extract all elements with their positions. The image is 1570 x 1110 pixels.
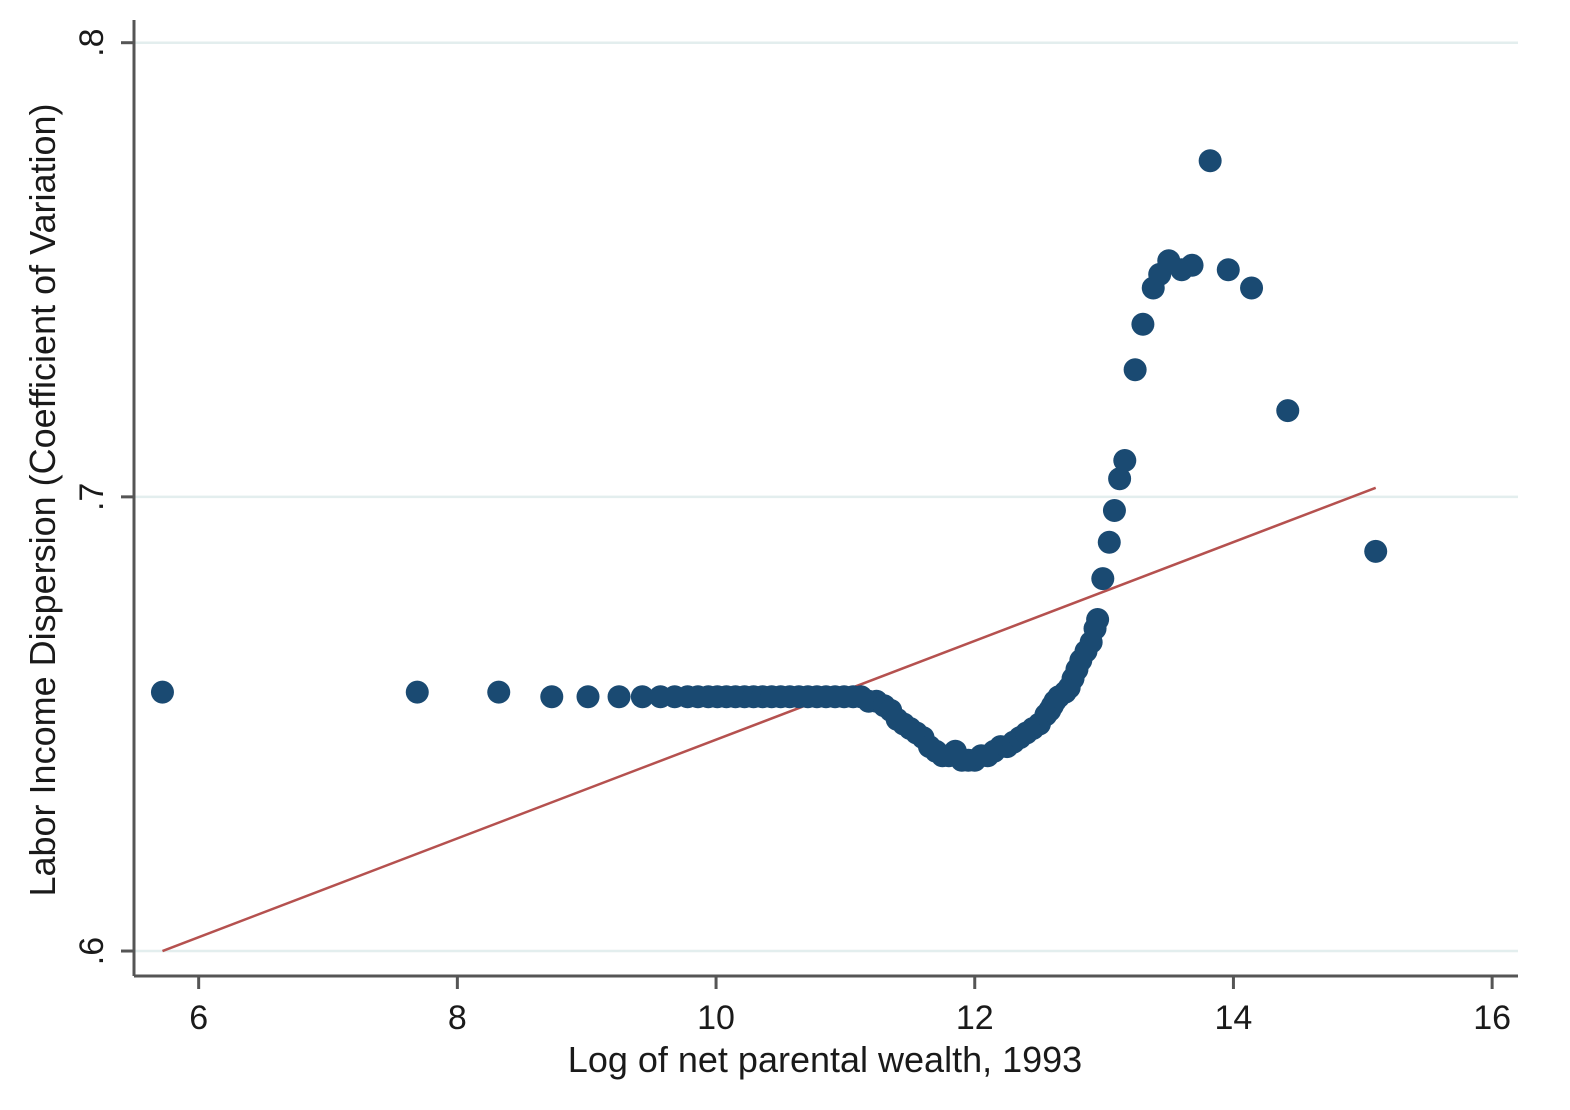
y-axis-title: Labor Income Dispersion (Coefficient of … bbox=[22, 103, 63, 896]
data-point bbox=[1364, 539, 1388, 563]
data-point bbox=[405, 680, 429, 704]
y-axis-ticks: .6 .7 .8 bbox=[73, 29, 134, 965]
data-point bbox=[1123, 358, 1147, 382]
x-tick-label: 8 bbox=[448, 999, 467, 1037]
data-point bbox=[1131, 312, 1155, 336]
data-point bbox=[1102, 498, 1126, 522]
data-points bbox=[150, 149, 1388, 772]
grid-lines bbox=[134, 41, 1518, 953]
data-point bbox=[487, 680, 511, 704]
data-point bbox=[607, 685, 631, 709]
y-tick-label: .6 bbox=[73, 937, 111, 965]
x-axis-title: Log of net parental wealth, 1993 bbox=[568, 1039, 1082, 1080]
data-point bbox=[1180, 253, 1204, 277]
data-point bbox=[630, 685, 654, 709]
data-point bbox=[1086, 607, 1110, 631]
x-tick-label: 16 bbox=[1473, 999, 1511, 1037]
data-point bbox=[1240, 276, 1264, 300]
data-point bbox=[1113, 449, 1137, 473]
data-point bbox=[576, 685, 600, 709]
y-tick-label: .7 bbox=[73, 483, 111, 511]
x-tick-label: 12 bbox=[956, 999, 994, 1037]
data-point bbox=[540, 685, 564, 709]
data-point bbox=[150, 680, 174, 704]
x-tick-label: 14 bbox=[1215, 999, 1253, 1037]
data-point bbox=[1276, 399, 1300, 423]
y-tick-label: .8 bbox=[73, 29, 111, 57]
data-point bbox=[1198, 149, 1222, 173]
data-point bbox=[1108, 467, 1132, 491]
data-point bbox=[1091, 567, 1115, 591]
fit-line-layer bbox=[162, 486, 1377, 953]
x-tick-label: 10 bbox=[697, 999, 735, 1037]
x-tick-label: 6 bbox=[189, 999, 208, 1037]
data-point bbox=[1097, 530, 1121, 554]
fit-line bbox=[162, 486, 1377, 953]
x-axis-ticks: 6 8 10 12 14 16 bbox=[189, 976, 1511, 1037]
data-point bbox=[1216, 258, 1240, 282]
